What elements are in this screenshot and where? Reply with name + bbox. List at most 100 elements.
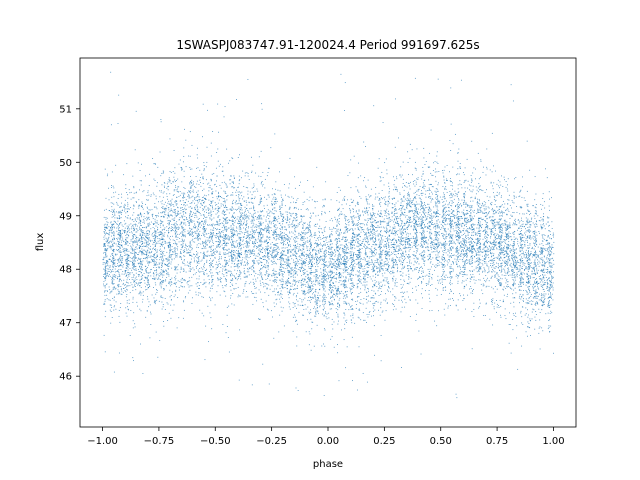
data-point [282,199,284,201]
data-point [461,274,463,275]
data-point [507,268,509,270]
data-point [409,198,411,200]
data-point [279,275,280,276]
data-point [414,244,416,246]
data-point [401,249,403,251]
data-point [369,262,371,263]
data-point [321,279,323,280]
data-point [218,231,220,233]
data-point [147,261,149,263]
data-point [480,230,482,232]
data-point [262,279,264,281]
data-point [470,257,472,259]
data-point [220,235,221,237]
data-point [449,260,451,262]
data-point [500,253,501,255]
data-point [539,319,541,321]
data-point [525,238,527,240]
data-point [296,307,297,309]
data-point [153,277,155,279]
data-point [441,277,443,279]
data-point [169,249,171,251]
data-point [259,222,261,224]
data-point [512,241,514,243]
data-point [328,252,330,254]
data-point [103,304,105,305]
data-point [154,206,156,208]
data-point [421,234,423,236]
data-point [124,249,126,251]
data-point [251,292,253,294]
data-point [259,216,261,218]
data-point [231,207,233,209]
data-point [159,281,161,283]
data-point [126,289,128,291]
data-point [150,268,152,270]
data-point [159,242,161,244]
data-point [293,225,295,227]
data-point [535,207,537,209]
data-point [550,273,552,275]
data-point [400,253,402,254]
data-point [532,222,534,224]
data-point [455,255,457,257]
data-point [429,301,431,303]
data-point [443,246,445,248]
data-point [112,239,114,241]
data-point [112,213,113,215]
data-point [390,242,392,244]
data-point [490,228,492,230]
data-point [401,230,403,232]
data-point [168,281,170,283]
data-point [162,170,164,172]
data-point [137,242,138,244]
data-point [104,279,106,281]
data-point [402,238,404,240]
data-point [492,213,494,215]
data-point [198,223,200,225]
data-point [294,302,296,304]
data-point [111,223,113,225]
data-point [406,207,408,209]
data-point [224,237,226,239]
data-point [343,245,345,247]
data-point [415,201,417,203]
data-point [297,259,299,261]
data-point [119,210,121,212]
data-point [503,260,505,262]
data-point [308,229,310,231]
data-point [449,197,451,199]
data-point [115,308,117,310]
data-point [170,254,172,255]
data-point [414,238,416,240]
data-point [196,244,198,246]
data-point [168,200,170,202]
data-point [452,260,454,262]
data-point [430,229,432,231]
data-point [309,250,310,252]
data-point [170,204,172,206]
data-point [378,257,380,259]
data-point [432,170,434,171]
data-point [324,261,326,263]
data-point [310,285,312,287]
data-point [270,221,272,223]
data-point [444,214,446,216]
data-point [468,260,470,262]
data-point [203,282,205,284]
data-point [278,248,280,250]
data-point [482,270,484,272]
data-point [223,248,225,250]
data-point [150,311,151,313]
data-point [403,222,405,224]
data-point [496,191,498,193]
data-point [331,336,333,338]
data-point [237,186,239,188]
data-point [125,238,127,240]
data-point [534,316,536,318]
data-point [508,245,510,247]
data-point [278,268,280,270]
data-point [535,311,537,312]
data-point [300,270,301,272]
data-point [404,241,406,243]
